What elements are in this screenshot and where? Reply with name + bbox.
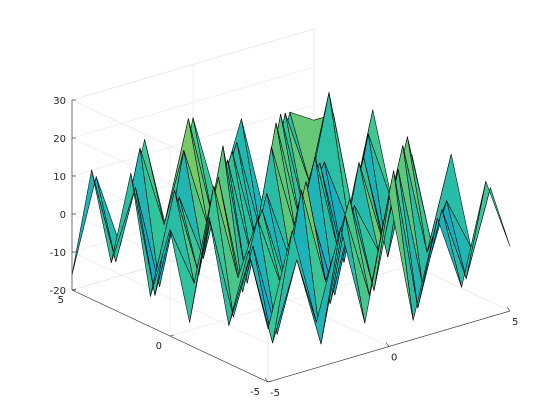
z-tick-label: -20 [50, 286, 66, 297]
x-tick-label: 0 [391, 353, 397, 364]
y-tick-mark-1 [169, 334, 175, 337]
y-tick-label: 0 [156, 341, 162, 352]
z-tick-label: 30 [53, 96, 66, 107]
x-tick-mark-2 [506, 306, 511, 312]
surface-layer [71, 92, 511, 345]
x-tick-mark-1 [385, 342, 390, 347]
z-tick-label: 10 [53, 172, 66, 183]
x-tick-label: 5 [512, 317, 518, 328]
surface-facet-0-0 [248, 230, 293, 344]
x-tick-mark-0 [264, 377, 269, 383]
z-tick-label: 0 [60, 210, 66, 221]
y-tick-label: 5 [58, 295, 64, 306]
y-tick-mark-0 [267, 380, 273, 383]
y-tick-label: -5 [250, 387, 260, 398]
z-tick-label: 20 [53, 134, 66, 145]
y-tick-mark-2 [71, 288, 77, 291]
x-tick-label: -5 [270, 388, 280, 399]
surface-facet-0-9 [465, 181, 511, 279]
z-tick-label: -10 [50, 248, 66, 259]
axis-layer: -20 -10 0 10 20 30 -5 0 5 -5 0 5 [50, 96, 519, 399]
